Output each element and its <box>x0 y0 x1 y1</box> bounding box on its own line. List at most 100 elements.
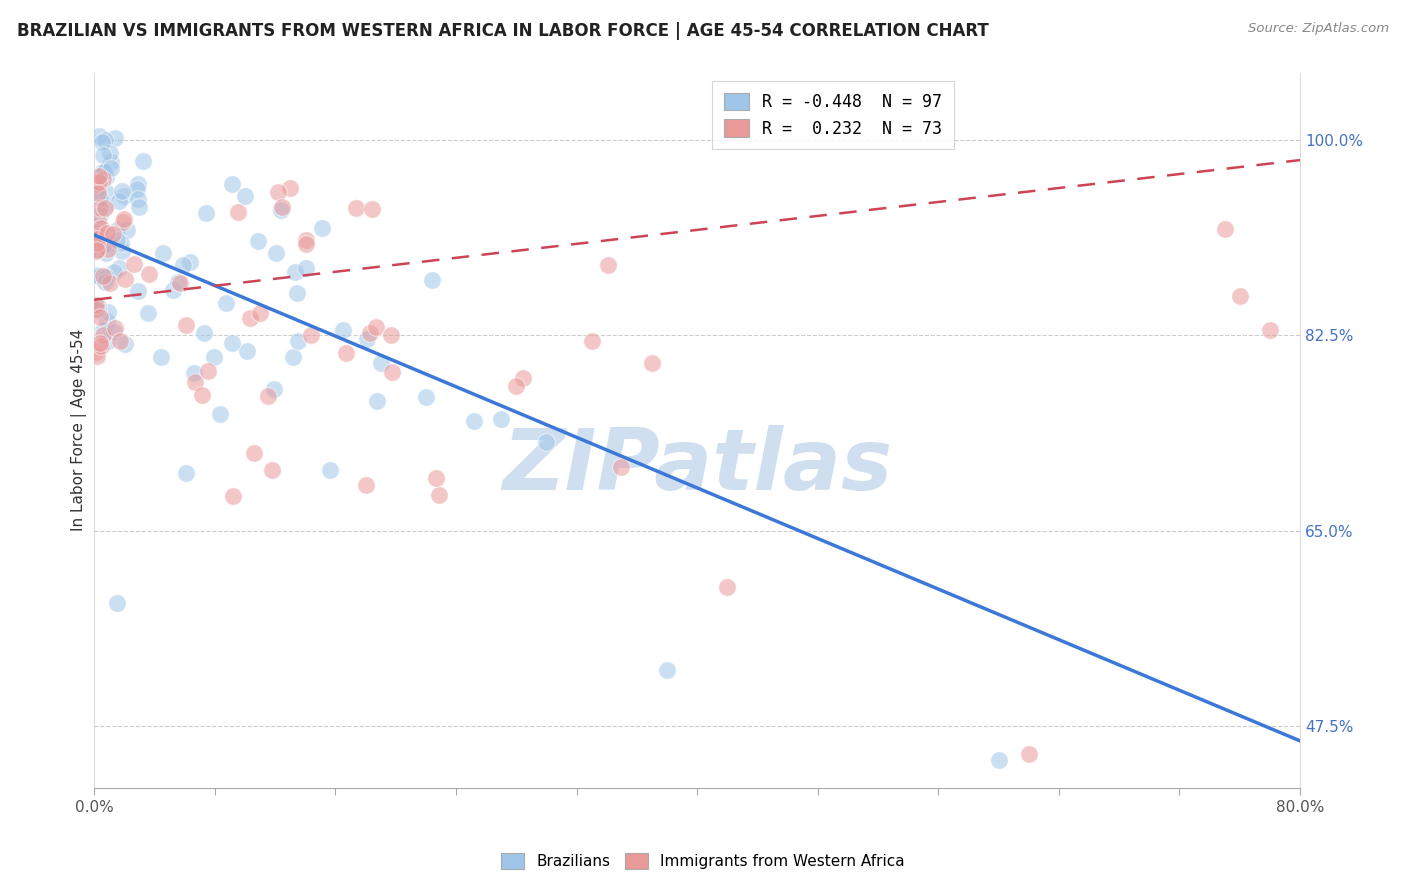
Point <box>93 199 115 213</box>
Point <box>167 275 190 289</box>
Point <box>91 165 114 179</box>
Point <box>425 471 447 485</box>
Point <box>112 189 135 203</box>
Point <box>264 246 287 260</box>
Point <box>209 408 232 422</box>
Point <box>128 201 150 215</box>
Point <box>89 201 111 215</box>
Point <box>169 276 191 290</box>
Point <box>114 337 136 351</box>
Point <box>84 244 107 259</box>
Point <box>98 276 121 290</box>
Point <box>463 414 485 428</box>
Point <box>266 185 288 199</box>
Point <box>101 227 124 242</box>
Point <box>489 412 512 426</box>
Point <box>152 246 174 260</box>
Point <box>287 334 309 348</box>
Point <box>125 182 148 196</box>
Point <box>94 276 117 290</box>
Point <box>94 270 117 285</box>
Point <box>1258 323 1281 337</box>
Point <box>299 327 322 342</box>
Point <box>97 334 120 348</box>
Point <box>222 490 245 504</box>
Point <box>716 580 738 594</box>
Point <box>87 302 110 317</box>
Point <box>97 305 120 319</box>
Point <box>84 301 107 316</box>
Point <box>110 244 132 258</box>
Point <box>107 223 129 237</box>
Point <box>84 298 107 312</box>
Point <box>239 310 262 325</box>
Point <box>184 375 207 389</box>
Point <box>98 145 121 160</box>
Point <box>94 164 117 178</box>
Point <box>86 235 108 250</box>
Point <box>97 242 120 256</box>
Point <box>191 388 214 402</box>
Point <box>202 350 225 364</box>
Point <box>114 272 136 286</box>
Point <box>104 131 127 145</box>
Point <box>122 257 145 271</box>
Point <box>93 165 115 179</box>
Point <box>97 235 120 250</box>
Point <box>100 161 122 176</box>
Point <box>359 326 381 340</box>
Point <box>271 200 294 214</box>
Point <box>581 334 603 348</box>
Point <box>127 177 149 191</box>
Point <box>284 265 307 279</box>
Point <box>84 244 107 258</box>
Point <box>94 169 117 184</box>
Point <box>194 206 217 220</box>
Point <box>655 664 678 678</box>
Point <box>366 394 388 409</box>
Point <box>183 366 205 380</box>
Point <box>294 237 316 252</box>
Point <box>105 233 128 247</box>
Point <box>103 326 125 340</box>
Point <box>596 258 619 272</box>
Point <box>114 211 136 226</box>
Point <box>366 320 388 334</box>
Point <box>420 273 443 287</box>
Point <box>319 463 342 477</box>
Point <box>107 194 129 209</box>
Point <box>1229 289 1251 303</box>
Point <box>96 246 118 260</box>
Point <box>193 326 215 340</box>
Text: ZIPatlas: ZIPatlas <box>502 425 893 508</box>
Point <box>131 153 153 168</box>
Point <box>281 350 304 364</box>
Point <box>150 351 173 365</box>
Point <box>235 343 257 358</box>
Point <box>87 268 110 283</box>
Point <box>89 336 111 351</box>
Point <box>115 223 138 237</box>
Point <box>233 189 256 203</box>
Point <box>84 268 107 283</box>
Point <box>221 177 243 191</box>
Point <box>108 261 131 276</box>
Point <box>112 215 135 229</box>
Point <box>87 175 110 189</box>
Point <box>609 460 631 475</box>
Point <box>89 191 111 205</box>
Point <box>257 389 280 403</box>
Point <box>84 234 107 248</box>
Point <box>505 378 527 392</box>
Point <box>89 310 111 324</box>
Point <box>91 268 114 283</box>
Point <box>86 231 108 245</box>
Point <box>381 365 404 379</box>
Point <box>90 339 112 353</box>
Point <box>641 356 664 370</box>
Point <box>86 349 108 363</box>
Point <box>221 336 243 351</box>
Point <box>91 323 114 337</box>
Point <box>380 327 402 342</box>
Point <box>111 184 134 198</box>
